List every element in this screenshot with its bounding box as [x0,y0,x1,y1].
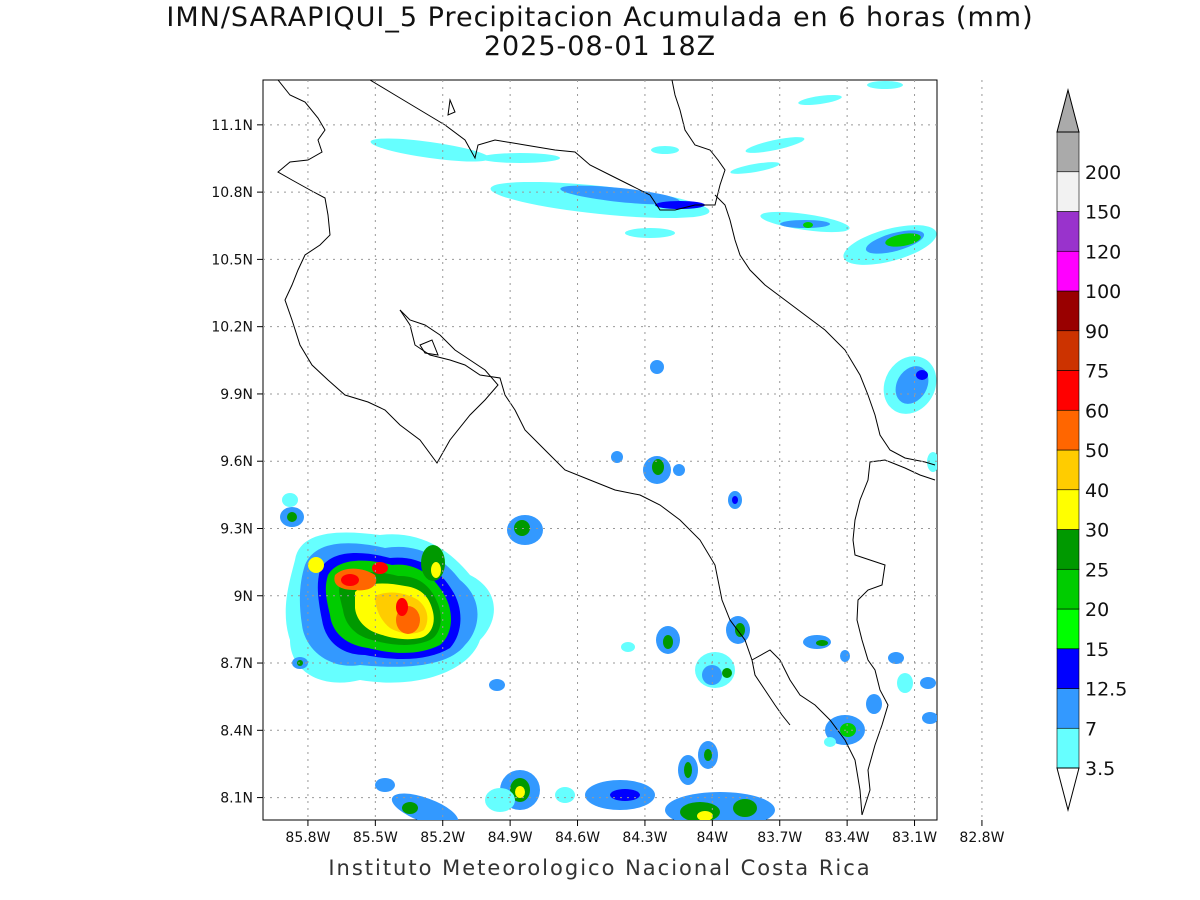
colorbar-label: 15 [1085,639,1109,661]
lat-tick-label: 10.2N [211,320,253,336]
lon-tick-label: 83.1W [892,830,937,846]
colorbar-swatch [1056,727,1080,769]
colorbar-swatch [1056,648,1080,689]
colorbar-swatch [1056,409,1080,451]
lat-tick-label: 9.6N [220,454,253,470]
map-datetime: 2025-08-01 18Z [483,31,717,62]
latitude-axis: 11.1N 10.8N 10.5N 10.2N 9.9N 9.6N 9.3N 9N 8.7N 8.… [211,118,263,807]
colorbar-label: 150 [1085,202,1121,224]
colorbar-swatch [1056,489,1080,530]
rain-band-north [370,81,937,265]
colorbar-swatch [1056,250,1080,292]
map-title: IMN/SARAPIQUI_5 Precipitacion Acumulada … [166,2,1034,33]
lon-tick-label: 84.6W [555,830,600,846]
colorbar-swatch [1056,688,1080,729]
colorbar-label: 75 [1085,361,1109,383]
lon-tick-label: 83.4W [825,830,870,846]
colorbar-swatch [1056,370,1080,411]
colorbar-label: 100 [1085,281,1121,303]
lon-tick-label: 85.5W [353,830,398,846]
lon-tick-label: 84W [696,830,728,846]
lat-tick-label: 8.4N [220,723,253,739]
lat-tick-label: 10.5N [211,252,253,268]
lat-tick-label: 9.3N [220,521,253,537]
colorbar-swatch [1056,131,1080,173]
colorbar-swatch [1056,171,1080,212]
rain-cells-east [611,356,937,509]
colorbar-label: 3.5 [1085,758,1115,780]
lon-tick-label: 85.2W [420,830,465,846]
lat-tick-label: 9N [234,589,253,605]
colorbar-label: 20 [1085,599,1109,621]
colorbar-swatch [1056,330,1080,371]
colorbar-label: 25 [1085,559,1109,581]
lat-tick-label: 9.9N [220,387,253,403]
colorbar-label: 120 [1085,241,1121,263]
colorbar-swatch [1056,211,1080,252]
colorbar-label: 40 [1085,480,1109,502]
colorbar-label: 30 [1085,520,1109,542]
rain-cell-central [489,515,543,691]
lat-tick-label: 10.8N [211,185,253,201]
colorbar-max-arrow [1056,88,1080,133]
lat-tick-label: 11.1N [211,118,253,134]
lon-tick-label: 84.9W [488,830,533,846]
lat-tick-label: 8.7N [220,656,253,672]
longitude-axis: 85.8W 85.5W 85.2W 84.9W 84.6W 84.3W 84W 83.7W 83… [285,820,1005,846]
lon-tick-label: 83.7W [757,830,802,846]
colorbar-label: 7 [1085,718,1097,740]
lon-tick-label: 82.8W [959,830,1004,846]
colorbar-swatch [1056,449,1080,491]
lon-tick-label: 84.3W [622,830,667,846]
colorbar-label: 50 [1085,440,1109,462]
colorbar-min-arrow [1056,767,1080,812]
colorbar-swatch [1056,290,1080,332]
colorbar-swatch [1056,608,1080,650]
colorbar-label: 200 [1085,162,1121,184]
lat-tick-label: 8.1N [220,791,253,807]
footer-credit: Instituto Meteorologico Nacional Costa R… [328,856,872,880]
colorbar-label: 12.5 [1085,679,1127,701]
colorbar-label: 60 [1085,400,1109,422]
coastline-borders [277,80,936,816]
rain-cell-major [280,493,494,683]
colorbar-swatch [1056,529,1080,570]
colorbar-swatch [1056,568,1080,610]
precipitation-field [280,81,937,820]
lon-tick-label: 85.8W [285,830,330,846]
colorbar-label: 90 [1085,321,1109,343]
precipitation-colorbar: 3.5 7 12.5 15 20 25 30 40 50 60 75 90 100 120 150 200 [1056,88,1127,812]
lat-lon-grid [263,80,983,820]
